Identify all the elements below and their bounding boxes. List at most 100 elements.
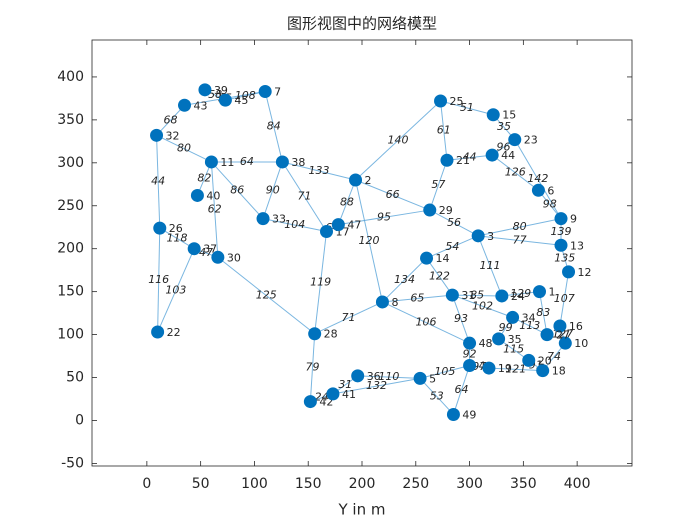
node-label: 9 [570,213,577,226]
edge-label: 99 [499,321,513,334]
node [485,148,499,162]
node-label: 22 [167,326,181,339]
edge [538,291,548,335]
edge-label: 107 [554,292,575,305]
node [554,212,568,226]
node-label: 48 [479,337,493,350]
edge-label: 111 [480,259,501,272]
edge [491,154,539,191]
edge [451,294,471,344]
edge [355,179,430,211]
edge [157,248,195,333]
edge [514,139,562,219]
edge-label: 110 [378,370,399,383]
edge-label: 82 [197,172,211,185]
chart-title: 图形视图中的网络模型 [287,15,437,33]
edge-label: 51 [460,101,474,114]
node [446,407,460,421]
edge [211,161,264,219]
edge [488,367,543,372]
edge [477,235,503,297]
edge-label: 134 [394,273,415,286]
edge-label: 103 [165,283,186,296]
edge [262,161,283,219]
node-label: 25 [450,95,464,108]
node-label: 11 [220,156,234,169]
edge-label: 105 [434,365,455,378]
node-label: 43 [194,99,208,112]
node-label: 36 [367,370,381,383]
edge-label: 142 [527,172,548,185]
edge [210,161,219,258]
edge-label: 135 [554,252,575,265]
edge-label: 121 [505,362,526,375]
node [463,359,477,373]
node [495,289,509,303]
edge-label: 86 [230,183,244,196]
node-label: 26 [169,222,183,235]
node-label: 16 [569,320,583,333]
edge [426,235,479,259]
edge [452,365,471,415]
edge [262,218,327,233]
node-label: 10 [574,337,588,350]
edge-label: 77 [513,234,527,247]
edge-label: 88 [340,195,354,208]
node-label: 7 [274,86,281,99]
node [187,242,201,256]
edge-label: 64 [240,155,254,168]
edge [357,375,421,379]
edge [309,333,316,402]
node [540,328,554,342]
x-tick-label: 200 [349,476,376,492]
edge-label: 84 [267,120,281,133]
edge-label: 74 [547,350,561,363]
node-label: 18 [552,365,566,378]
node [531,183,545,197]
node [508,133,522,147]
node [445,288,459,302]
y-tick-label: 50 [66,370,84,386]
edge [478,218,562,237]
node [440,153,454,167]
node [463,336,477,350]
node [536,364,550,378]
edge [337,179,357,225]
edge-label: 65 [410,292,424,305]
edge-label: 58 [208,88,222,101]
node [413,371,427,385]
edge-label: 120 [358,234,379,247]
edge-label: 47 [199,246,213,259]
edge-label: 108 [235,89,256,102]
edge [338,209,430,226]
node-label: 30 [227,251,241,264]
axes-box [91,39,633,467]
edge-label: 95 [377,210,391,223]
edge-label: 57 [431,178,445,191]
node-label: 12 [578,266,592,279]
node-label: 44 [501,149,515,162]
node [151,325,165,339]
node [198,83,212,97]
edge-label: 98 [543,197,557,210]
edge [314,231,327,334]
edge-label: 93 [454,312,468,325]
node [375,295,389,309]
y-tick-label: -50 [61,455,84,471]
node-label: 47 [347,219,361,232]
node-label: 32 [166,129,180,142]
edge [159,227,195,250]
node-label: 24 [511,290,525,303]
node-label: 13 [570,239,584,252]
edge-label: 64 [455,383,469,396]
node-label: 28 [324,328,338,341]
edge [264,91,283,163]
y-tick-label: 400 [57,69,84,85]
edge-label: 115 [503,343,524,356]
node [423,203,437,217]
edge-label: 125 [256,289,277,302]
edge [446,154,493,161]
edge [382,257,427,303]
x-axis-label: Y in m [338,501,386,519]
node-label: 38 [291,156,305,169]
